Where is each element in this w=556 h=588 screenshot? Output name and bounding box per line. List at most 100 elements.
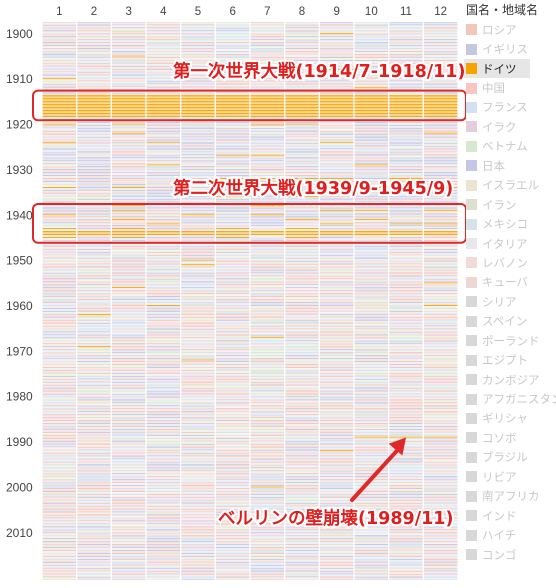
heatmap-cell: [423, 550, 458, 551]
heatmap-cell: [423, 475, 458, 477]
legend-item[interactable]: イタリア: [466, 234, 556, 253]
heatmap-cell: [215, 525, 250, 527]
heatmap-cell: [181, 401, 215, 403]
heatmap-cell: [250, 416, 285, 418]
heatmap-cell: [354, 391, 389, 393]
heatmap-cell: [215, 457, 250, 459]
heatmap-cell: [215, 471, 250, 473]
heatmap-cell: [354, 144, 389, 146]
legend-item[interactable]: 南アフリカ: [466, 487, 556, 506]
legend-item[interactable]: メキシコ: [466, 214, 556, 233]
heatmap-cell: [181, 459, 215, 461]
heatmap-cell: [423, 574, 458, 576]
legend-item[interactable]: リビア: [466, 467, 556, 486]
legend-item[interactable]: アフガニスタン: [466, 389, 556, 408]
heatmap-cell: [389, 52, 423, 54]
y-tick-label: 1940: [6, 208, 33, 222]
heatmap-cell: [423, 252, 458, 254]
legend-swatch: [466, 335, 477, 347]
legend-item[interactable]: ハイチ: [466, 525, 556, 544]
heatmap-cell: [77, 530, 111, 532]
heatmap-cell: [111, 515, 146, 517]
legend-item[interactable]: イスラエル: [466, 176, 556, 195]
heatmap-cell: [285, 326, 319, 328]
heatmap-cell: [42, 38, 77, 40]
legend-item[interactable]: ベトナム: [466, 137, 556, 156]
legend-item[interactable]: シリア: [466, 292, 556, 311]
heatmap-cell: [354, 309, 389, 311]
heatmap-cell: [250, 270, 285, 272]
heatmap-cell: [423, 353, 458, 355]
heatmap-cell: [181, 294, 215, 296]
heatmap-cell: [111, 164, 146, 166]
heatmap-cell: [215, 122, 250, 124]
heatmap-cell: [77, 227, 111, 229]
heatmap-cell: [319, 471, 354, 473]
heatmap-cell: [111, 500, 146, 502]
heatmap-cell: [319, 539, 354, 541]
heatmap-cell: [146, 463, 181, 465]
heatmap-cell: [285, 230, 319, 232]
y-tick-label: 1990: [6, 435, 33, 449]
heatmap-cell: [250, 111, 285, 113]
heatmap-cell: [181, 551, 215, 553]
heatmap-cell: [319, 73, 354, 75]
heatmap-cell: [181, 430, 215, 432]
legend-item[interactable]: ブラジル: [466, 448, 556, 467]
heatmap-cell: [319, 143, 354, 145]
heatmap-cell: [181, 528, 215, 530]
heatmap-cell: [181, 132, 215, 134]
heatmap-cell: [285, 185, 319, 187]
legend-item[interactable]: ポーランド: [466, 331, 556, 350]
heatmap-cell: [285, 565, 319, 567]
heatmap-cell: [389, 330, 423, 332]
heatmap-cell: [319, 93, 354, 95]
heatmap-cell: [146, 105, 181, 107]
legend-item[interactable]: インド: [466, 506, 556, 525]
heatmap-cell: [319, 370, 354, 372]
heatmap-cell: [146, 377, 181, 379]
heatmap-cell: [389, 161, 423, 163]
legend-item[interactable]: キューバ: [466, 273, 556, 292]
heatmap-cell: [389, 259, 423, 261]
heatmap-cell: [77, 253, 111, 255]
heatmap-cell: [285, 26, 319, 28]
legend-item[interactable]: 中国: [466, 78, 556, 97]
heatmap-cell: [319, 430, 354, 432]
heatmap-cell: [111, 292, 146, 294]
heatmap-cell: [285, 82, 319, 84]
legend-item[interactable]: イギリス: [466, 39, 556, 58]
heatmap-cell: [389, 211, 423, 213]
heatmap-cell: [111, 268, 146, 270]
heatmap-cell: [146, 392, 181, 394]
heatmap-cell: [423, 193, 458, 195]
heatmap-cell: [319, 478, 354, 480]
heatmap-cell: [389, 333, 423, 335]
legend-item[interactable]: エジプト: [466, 350, 556, 369]
legend-item[interactable]: 日本: [466, 156, 556, 175]
heatmap-cell: [146, 413, 181, 415]
heatmap-cell: [423, 497, 458, 499]
legend-item[interactable]: ドイツ: [464, 58, 530, 79]
legend-item[interactable]: ギリシャ: [466, 409, 556, 428]
heatmap-cell: [42, 435, 77, 437]
heatmap-cell: [354, 129, 389, 131]
heatmap-cell: [319, 465, 354, 467]
heatmap-cell: [42, 447, 77, 449]
heatmap-cell: [250, 116, 285, 117]
legend-item[interactable]: コソボ: [466, 428, 556, 447]
legend-item[interactable]: ロシア: [466, 20, 556, 39]
heatmap-cell: [423, 75, 458, 77]
legend-item[interactable]: スペイン: [466, 312, 556, 331]
heatmap-cell: [111, 391, 146, 393]
legend-item[interactable]: イラン: [466, 195, 556, 214]
legend-item[interactable]: コンゴ: [466, 545, 556, 564]
legend-item[interactable]: フランス: [466, 98, 556, 117]
legend-item[interactable]: イラク: [466, 117, 556, 136]
heatmap-cell: [285, 51, 319, 52]
heatmap-cell: [215, 274, 250, 276]
legend-item[interactable]: カンボジア: [466, 370, 556, 389]
heatmap-cell: [354, 205, 389, 207]
heatmap-cell: [250, 232, 285, 234]
legend-item[interactable]: レバノン: [466, 253, 556, 272]
